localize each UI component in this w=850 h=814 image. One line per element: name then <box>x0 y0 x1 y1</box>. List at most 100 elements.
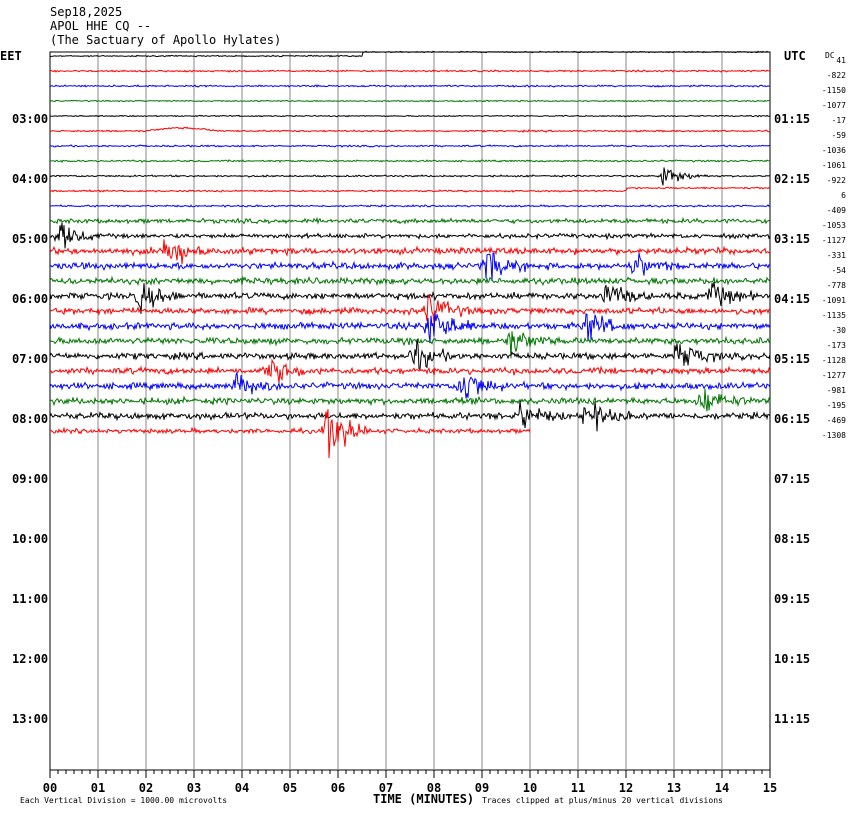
x-tick-label: 08 <box>427 781 441 795</box>
left-hour-label: 07:00 <box>12 352 48 366</box>
dc-offset-label: -17 <box>832 116 847 125</box>
dc-offset-label: -469 <box>827 416 846 425</box>
axis-labels: EET UTC DC 00 01 02 03 04 05 06 07 08 09 10 11 12 13 1… <box>0 49 846 795</box>
right-hour-label: 08:15 <box>774 532 810 546</box>
seismic-trace <box>49 84 771 88</box>
dc-offset-label: -54 <box>832 266 847 275</box>
seismic-trace <box>49 167 771 186</box>
x-tick-label: 05 <box>283 781 297 795</box>
dc-offset-label: -1128 <box>822 356 846 365</box>
seismic-trace <box>49 388 771 412</box>
right-hour-label: 04:15 <box>774 292 810 306</box>
x-tick-label: 13 <box>667 781 681 795</box>
dc-offset-label: -922 <box>827 176 846 185</box>
left-hour-label: 06:00 <box>12 292 48 306</box>
dc-offset-label: -822 <box>827 71 846 80</box>
seismic-trace <box>49 409 531 459</box>
dc-offset-label: -1091 <box>822 296 846 305</box>
dc-offset-label: -778 <box>827 281 846 290</box>
right-timezone-label: UTC <box>784 49 806 63</box>
dc-offset-label: -1127 <box>822 236 846 245</box>
seismic-trace <box>49 126 771 133</box>
seismic-trace <box>49 69 771 73</box>
dc-offset-label: -1308 <box>822 431 846 440</box>
dc-offset-label: -1277 <box>822 371 846 380</box>
seismic-trace <box>49 293 771 324</box>
dc-offset-label: -331 <box>827 251 846 260</box>
left-hour-label: 09:00 <box>12 472 48 486</box>
seismic-trace <box>49 159 771 164</box>
dc-offset-label: -1061 <box>822 161 846 170</box>
left-hour-label: 03:00 <box>12 112 48 126</box>
left-hour-label: 11:00 <box>12 592 48 606</box>
seismic-trace <box>49 186 771 193</box>
x-tick-label: 02 <box>139 781 153 795</box>
dc-offset-label: -195 <box>827 401 846 410</box>
x-tick-label: 10 <box>523 781 537 795</box>
seismic-trace <box>49 216 771 225</box>
dc-offset-label: 6 <box>841 191 846 200</box>
seismic-trace <box>49 222 771 249</box>
x-tick-label: 09 <box>475 781 489 795</box>
left-hour-label: 05:00 <box>12 232 48 246</box>
x-tick-label: 14 <box>715 781 729 795</box>
seismic-trace <box>49 339 771 371</box>
right-hour-label: 10:15 <box>774 652 810 666</box>
dc-offset-label: -1053 <box>822 221 846 230</box>
x-tick-label: 06 <box>331 781 345 795</box>
left-hour-label: 08:00 <box>12 412 48 426</box>
right-hour-label: 05:15 <box>774 352 810 366</box>
x-axis-title: TIME (MINUTES) <box>373 792 475 806</box>
seismic-trace <box>49 99 771 103</box>
seismic-trace <box>49 144 771 148</box>
right-hour-label: 07:15 <box>774 472 810 486</box>
x-tick-label: 04 <box>235 781 249 795</box>
seismic-trace <box>49 400 771 432</box>
seismic-trace <box>49 252 771 282</box>
x-tick-label: 03 <box>187 781 201 795</box>
right-hour-label: 06:15 <box>774 412 810 426</box>
dc-header-label: DC <box>825 51 835 60</box>
right-hour-label: 03:15 <box>774 232 810 246</box>
seismic-trace <box>49 331 771 359</box>
x-tick-label: 12 <box>619 781 633 795</box>
clip-note: Traces clipped at plus/minus 20 vertical… <box>482 796 723 805</box>
right-hour-label: 11:15 <box>774 712 810 726</box>
left-timezone-label: EET <box>0 49 22 63</box>
x-tick-label: 07 <box>379 781 393 795</box>
dc-offset-label: -173 <box>827 341 846 350</box>
right-hour-label: 09:15 <box>774 592 810 606</box>
x-tick-label: 00 <box>43 781 57 795</box>
dc-offset-label: -1135 <box>822 311 846 320</box>
left-hour-label: 12:00 <box>12 652 48 666</box>
dc-offset-label: -1036 <box>822 146 846 155</box>
seismic-trace <box>49 281 771 314</box>
dc-offset-label: -59 <box>832 131 847 140</box>
seismic-trace <box>49 372 771 399</box>
scale-note: Each Vertical Division = 1000.00 microvo… <box>20 796 228 805</box>
seismic-trace <box>49 358 771 384</box>
x-tick-label: 11 <box>571 781 585 795</box>
station-site: (The Sactuary of Apollo Hylates) <box>50 33 282 47</box>
left-hour-label: 13:00 <box>12 712 48 726</box>
dc-offset-label: -30 <box>832 326 847 335</box>
seismic-trace <box>50 114 771 118</box>
record-date: Sep18,2025 <box>50 5 123 19</box>
seismic-trace <box>49 50 771 58</box>
left-hour-label: 10:00 <box>12 532 48 546</box>
trace-group <box>49 50 771 459</box>
x-tick-label: 01 <box>91 781 105 795</box>
seismic-trace <box>49 312 771 343</box>
right-hour-label: 02:15 <box>774 172 810 186</box>
right-hour-label: 01:15 <box>774 112 810 126</box>
dc-offset-label: -1077 <box>822 101 846 110</box>
dc-offset-label: -1150 <box>822 86 846 95</box>
x-tick-label: 15 <box>763 781 777 795</box>
seismic-trace <box>49 275 771 287</box>
seismic-trace <box>49 239 771 265</box>
seismic-trace <box>49 204 771 208</box>
left-hour-label: 04:00 <box>12 172 48 186</box>
dc-offset-label: 41 <box>836 56 846 65</box>
dc-offset-label: -409 <box>827 206 846 215</box>
